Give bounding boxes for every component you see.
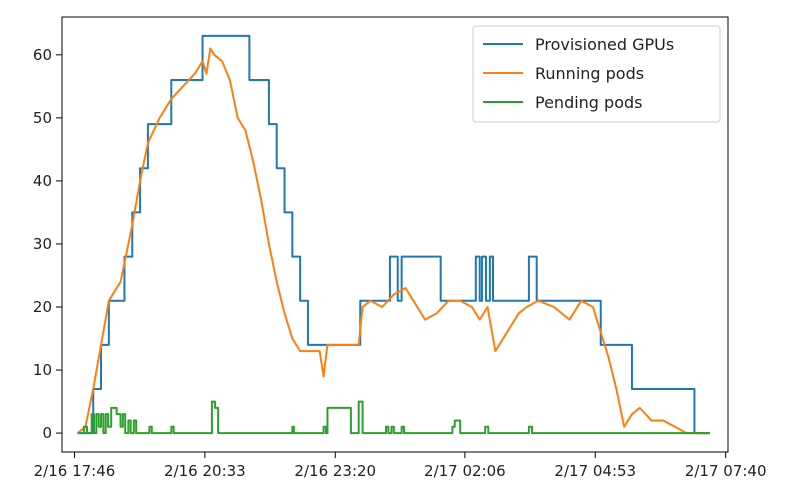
y-tick-label: 40 xyxy=(33,172,52,190)
legend-label: Provisioned GPUs xyxy=(535,35,674,54)
legend-label: Pending pods xyxy=(535,93,642,112)
plot-area xyxy=(61,16,729,453)
legend: Provisioned GPUs Running pods Pending pods xyxy=(472,25,721,123)
x-tick-label: 2/16 20:33 xyxy=(164,462,246,480)
y-axis: 0 10 20 30 40 50 60 xyxy=(33,46,62,442)
x-tick-label: 2/17 04:53 xyxy=(554,462,636,480)
x-axis: 2/16 17:46 2/16 20:33 2/16 23:20 2/17 02:06… xyxy=(34,452,767,480)
y-tick-label: 20 xyxy=(33,298,52,316)
plot-frame xyxy=(61,16,729,453)
y-tick-label: 60 xyxy=(33,46,52,64)
legend-box xyxy=(472,25,721,123)
x-tick-label: 2/17 02:06 xyxy=(424,462,506,480)
y-tick-label: 10 xyxy=(33,361,52,379)
x-tick-label: 2/17 07:40 xyxy=(685,462,767,480)
series-line-2 xyxy=(76,47,711,435)
x-tick-label: 2/16 17:46 xyxy=(34,462,116,480)
x-tick-label: 2/16 23:20 xyxy=(294,462,376,480)
y-tick-label: 30 xyxy=(33,235,52,253)
legend-label: Running pods xyxy=(535,64,644,83)
series-line-3 xyxy=(77,400,711,435)
y-tick-label: 0 xyxy=(42,424,52,442)
y-tick-label: 50 xyxy=(33,109,52,127)
